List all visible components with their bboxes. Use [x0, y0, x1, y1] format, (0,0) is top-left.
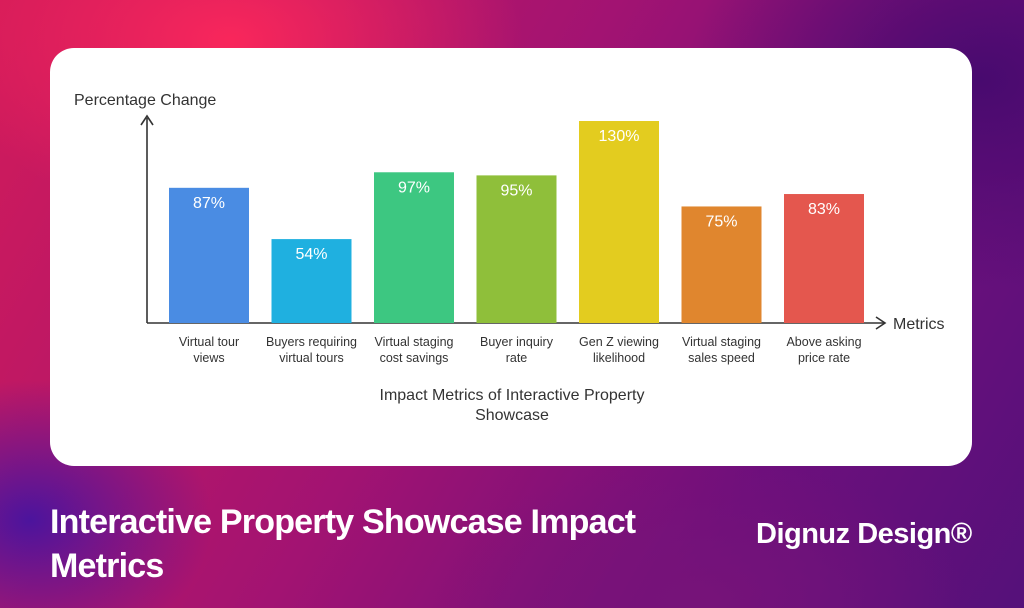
x-tick-label: Virtual tour	[179, 335, 239, 349]
y-axis-label: Percentage Change	[74, 92, 216, 109]
bar	[271, 239, 352, 323]
x-axis-label: Metrics	[893, 316, 945, 333]
bar	[476, 175, 557, 323]
bar	[579, 121, 659, 323]
x-tick-label: likelihood	[593, 351, 645, 365]
bar-value-label: 95%	[500, 182, 532, 199]
x-tick-label: Virtual staging	[375, 335, 454, 349]
x-tick-label: Above asking	[786, 335, 861, 349]
bar	[681, 206, 762, 323]
x-tick-label: Gen Z viewing	[579, 335, 659, 349]
x-tick-label: Virtual staging	[682, 335, 761, 349]
x-tick-label: Buyer inquiry	[480, 335, 554, 349]
x-tick-label: Buyers requiring	[266, 335, 357, 349]
x-tick-label: views	[193, 351, 224, 365]
bar-value-label: 83%	[808, 201, 840, 218]
bar	[169, 187, 249, 323]
bar-value-label: 130%	[599, 128, 640, 145]
bar-value-label: 75%	[705, 213, 737, 230]
chart-card: Percentage Change Metrics 87% Virtual tour v…	[50, 48, 972, 466]
x-tick-label: sales speed	[688, 351, 755, 365]
bar-value-label: 54%	[295, 246, 327, 263]
chart-title: Showcase	[475, 407, 549, 424]
x-tick-label: rate	[506, 351, 528, 365]
chart-title: Impact Metrics of Interactive Property	[380, 387, 645, 404]
x-tick-label: price rate	[798, 351, 850, 365]
brand-logo-text: Dignuz Design®	[756, 518, 972, 550]
bar-value-label: 87%	[193, 195, 225, 212]
bar-value-label: 97%	[398, 179, 430, 196]
x-tick-label: virtual tours	[279, 351, 344, 365]
x-axis-arrow	[875, 316, 887, 330]
footer-title: Interactive Property Showcase Impact Met…	[50, 503, 636, 585]
x-tick-label: cost savings	[380, 351, 449, 365]
bar	[784, 194, 864, 323]
bar-chart: Percentage Change Metrics 87% Virtual tour v…	[74, 92, 945, 424]
bar	[374, 172, 454, 323]
y-axis-arrow	[140, 114, 154, 126]
